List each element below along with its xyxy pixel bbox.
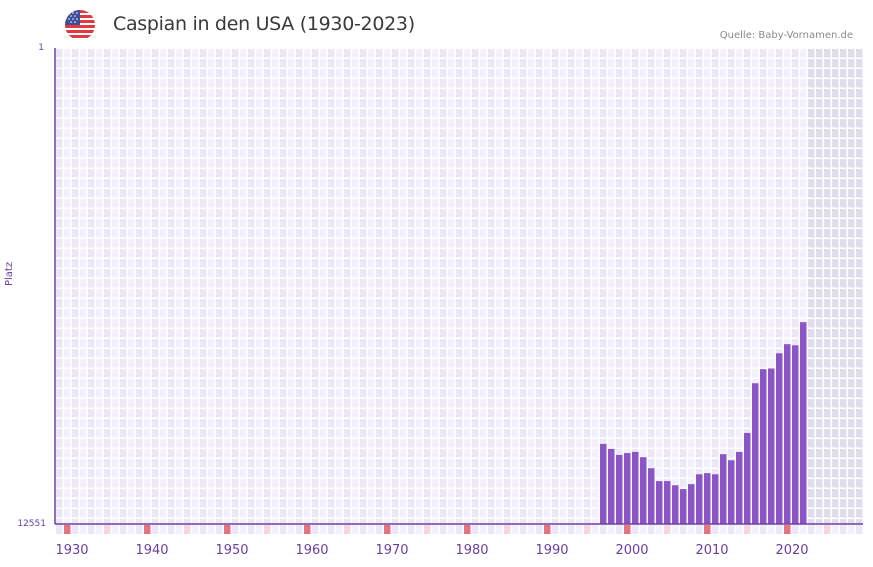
bar-2003 xyxy=(648,468,655,524)
x-tick-label: 1990 xyxy=(535,543,569,558)
year-marker xyxy=(824,525,831,534)
bar-1999 xyxy=(616,454,623,524)
year-marker xyxy=(264,525,271,534)
usa-flag-icon xyxy=(65,10,95,40)
x-tick-label: 1970 xyxy=(375,543,409,558)
x-tick-label: 2020 xyxy=(775,543,809,558)
x-tick-label: 1930 xyxy=(55,543,89,558)
bar-2009 xyxy=(696,474,703,524)
year-marker xyxy=(544,525,551,534)
bar-2011 xyxy=(712,474,719,524)
year-marker xyxy=(144,525,151,534)
year-marker xyxy=(744,525,751,534)
y-tick-bottom: 12551 xyxy=(17,519,46,529)
x-tick-label: 1950 xyxy=(215,543,249,558)
bar-2002 xyxy=(640,457,647,524)
year-marker xyxy=(344,525,351,534)
year-marker xyxy=(704,525,711,534)
bar-2021 xyxy=(792,345,799,524)
year-marker xyxy=(304,525,311,534)
bar-2017 xyxy=(760,369,767,524)
chart-title: Caspian in den USA (1930-2023) xyxy=(113,13,415,35)
bar-2000 xyxy=(624,453,631,524)
x-tick-label: 1940 xyxy=(135,543,169,558)
bar-2010 xyxy=(704,473,711,524)
bar-2013 xyxy=(728,460,735,524)
bar-2008 xyxy=(688,484,695,524)
bar-2018 xyxy=(768,368,775,524)
bar-2020 xyxy=(784,344,791,524)
y-tick-top: 1 xyxy=(38,43,44,53)
year-marker xyxy=(64,525,71,534)
bar-2015 xyxy=(744,432,751,524)
year-marker xyxy=(624,525,631,534)
year-marker xyxy=(384,525,391,534)
bar-2012 xyxy=(720,454,727,524)
x-tick-label: 1980 xyxy=(455,543,489,558)
bar-1998 xyxy=(608,448,615,524)
bar-2019 xyxy=(776,353,783,524)
bar-2006 xyxy=(672,485,679,524)
bar-2004 xyxy=(656,481,663,524)
year-marker xyxy=(584,525,591,534)
bar-2014 xyxy=(736,451,743,524)
x-tick-label: 2000 xyxy=(615,543,649,558)
bar-2016 xyxy=(752,383,759,524)
source-credit: Quelle: Baby-Vornamen.de xyxy=(719,30,853,41)
bar-2022 xyxy=(800,322,807,524)
bar-1997 xyxy=(600,443,607,524)
bar-2005 xyxy=(664,481,671,524)
year-marker xyxy=(224,525,231,534)
bar-2007 xyxy=(680,489,687,524)
year-marker xyxy=(104,525,111,534)
year-marker xyxy=(424,525,431,534)
bar-2001 xyxy=(632,451,639,524)
year-marker xyxy=(784,525,791,534)
year-marker xyxy=(664,525,671,534)
year-marker xyxy=(464,525,471,534)
year-marker xyxy=(504,525,511,534)
x-tick-label: 2010 xyxy=(695,543,729,558)
x-tick-label: 1960 xyxy=(295,543,329,558)
year-marker xyxy=(184,525,191,534)
